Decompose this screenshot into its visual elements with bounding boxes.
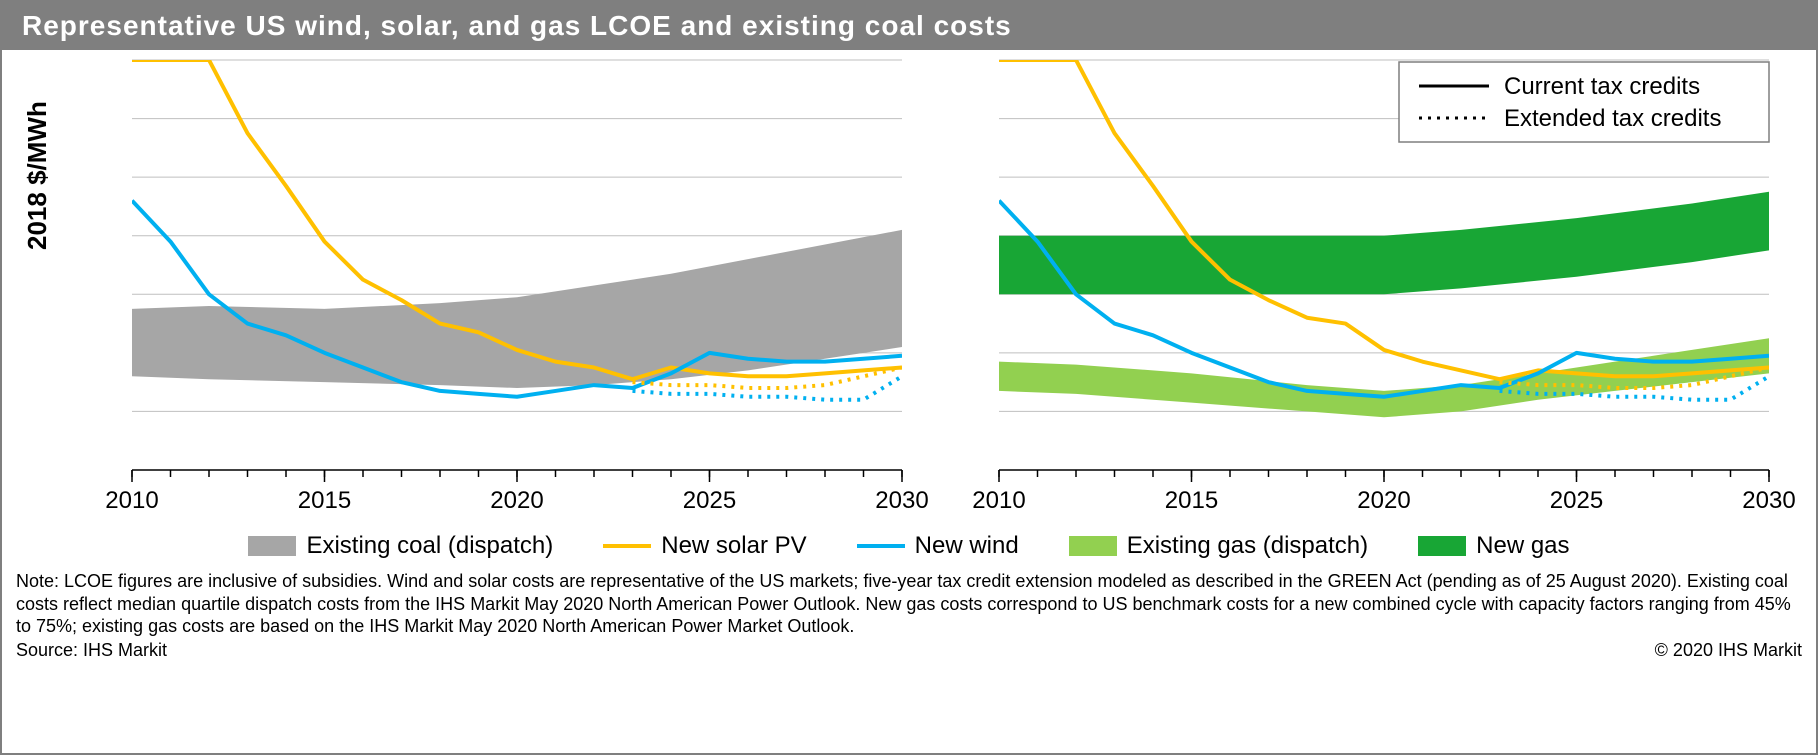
svg-text:2015: 2015 (298, 487, 351, 514)
svg-text:2025: 2025 (1550, 487, 1603, 514)
legend-item-solar: New solar PV (603, 532, 806, 560)
figure-container: Representative US wind, solar, and gas L… (0, 0, 1818, 755)
footnote: Note: LCOE figures are inclusive of subs… (2, 566, 1816, 640)
svg-text:2030: 2030 (875, 487, 928, 514)
svg-text:2025: 2025 (683, 487, 736, 514)
svg-text:2030: 2030 (1742, 487, 1795, 514)
legend-swatch (248, 536, 296, 556)
svg-text:2015: 2015 (1165, 487, 1218, 514)
series-legend: Existing coal (dispatch) New solar PV New … (2, 530, 1816, 566)
copyright-text: © 2020 IHS Markit (1655, 640, 1802, 661)
left-chart: 2010 2015 2020 2025 2030 (72, 50, 939, 530)
legend-item-wind: New wind (857, 532, 1019, 560)
legend-item-new_gas: New gas (1418, 532, 1569, 560)
svg-text:Extended tax credits: Extended tax credits (1504, 105, 1721, 132)
svg-text:Current tax credits: Current tax credits (1504, 73, 1700, 100)
svg-text:2020: 2020 (1357, 487, 1410, 514)
legend-swatch (857, 544, 905, 548)
legend-label: New wind (915, 532, 1019, 560)
legend-swatch (1069, 536, 1117, 556)
chart-title: Representative US wind, solar, and gas L… (2, 2, 1816, 50)
svg-text:2010: 2010 (972, 487, 1025, 514)
source-row: Source: IHS Markit © 2020 IHS Markit (2, 640, 1816, 665)
legend-swatch (603, 544, 651, 548)
y-axis-label-wrap: 2018 $/MWh (12, 50, 72, 530)
source-text: Source: IHS Markit (16, 640, 167, 661)
svg-text:2010: 2010 (105, 487, 158, 514)
legend-item-existing_gas: Existing gas (dispatch) (1069, 532, 1368, 560)
legend-label: Existing gas (dispatch) (1127, 532, 1368, 560)
legend-item-coal: Existing coal (dispatch) (248, 532, 553, 560)
svg-text:2020: 2020 (490, 487, 543, 514)
legend-swatch (1418, 536, 1466, 556)
charts-row: 2018 $/MWh 2010 2015 2020 2025 2030 2010 2015… (2, 50, 1816, 530)
legend-label: New solar PV (661, 532, 806, 560)
legend-label: New gas (1476, 532, 1569, 560)
right-chart: 2010 2015 2020 2025 2030 Current tax credits E… (939, 50, 1806, 530)
legend-label: Existing coal (dispatch) (306, 532, 553, 560)
y-axis-label: 2018 $/MWh (22, 101, 53, 250)
